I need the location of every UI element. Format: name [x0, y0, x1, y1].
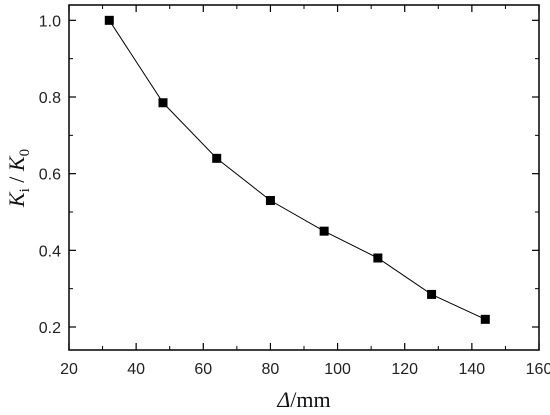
y-axis-sub1: i — [17, 188, 33, 192]
data-point — [427, 289, 437, 299]
y-axis-slash: / — [4, 171, 29, 188]
x-tick-label: 40 — [127, 361, 145, 378]
x-tick-label: 20 — [60, 361, 78, 378]
y-axis-title: Ki / K0 — [4, 149, 33, 208]
x-tick-labels: 20 40 60 80 100 120 140 160 — [60, 361, 550, 378]
y-tick-label: 0.4 — [39, 243, 61, 260]
x-tick-label: 160 — [526, 361, 550, 378]
y-tick-labels: 0.2 0.4 0.6 0.8 1.0 — [39, 13, 61, 337]
data-point — [480, 314, 490, 324]
y-tick-label: 0.6 — [39, 167, 61, 184]
x-tick-label: 120 — [391, 361, 418, 378]
series-markers — [104, 15, 490, 324]
data-point — [158, 98, 168, 108]
y-axis-sub2: 0 — [17, 149, 33, 157]
data-point — [265, 196, 275, 205]
plot-frame — [68, 4, 540, 351]
data-point — [104, 15, 114, 25]
y-axis-k1: K — [4, 191, 29, 208]
data-point — [319, 226, 329, 236]
data-point — [212, 153, 222, 163]
x-axis-title: Δ/mm — [276, 387, 330, 412]
x-tick-label: 60 — [194, 361, 212, 378]
data-point — [373, 253, 383, 263]
x-tick-label: 80 — [262, 361, 280, 378]
series-line — [108, 20, 486, 320]
axis-ticks — [68, 5, 540, 350]
y-tick-label: 0.2 — [39, 320, 61, 337]
x-axis-unit: /mm — [290, 387, 330, 412]
x-axis-symbol: Δ — [276, 387, 290, 412]
y-tick-label: 1.0 — [39, 13, 61, 30]
y-tick-label: 0.8 — [39, 90, 61, 107]
y-axis-k2: K — [4, 155, 29, 172]
x-tick-label: 140 — [459, 361, 486, 378]
x-tick-label: 100 — [324, 361, 351, 378]
